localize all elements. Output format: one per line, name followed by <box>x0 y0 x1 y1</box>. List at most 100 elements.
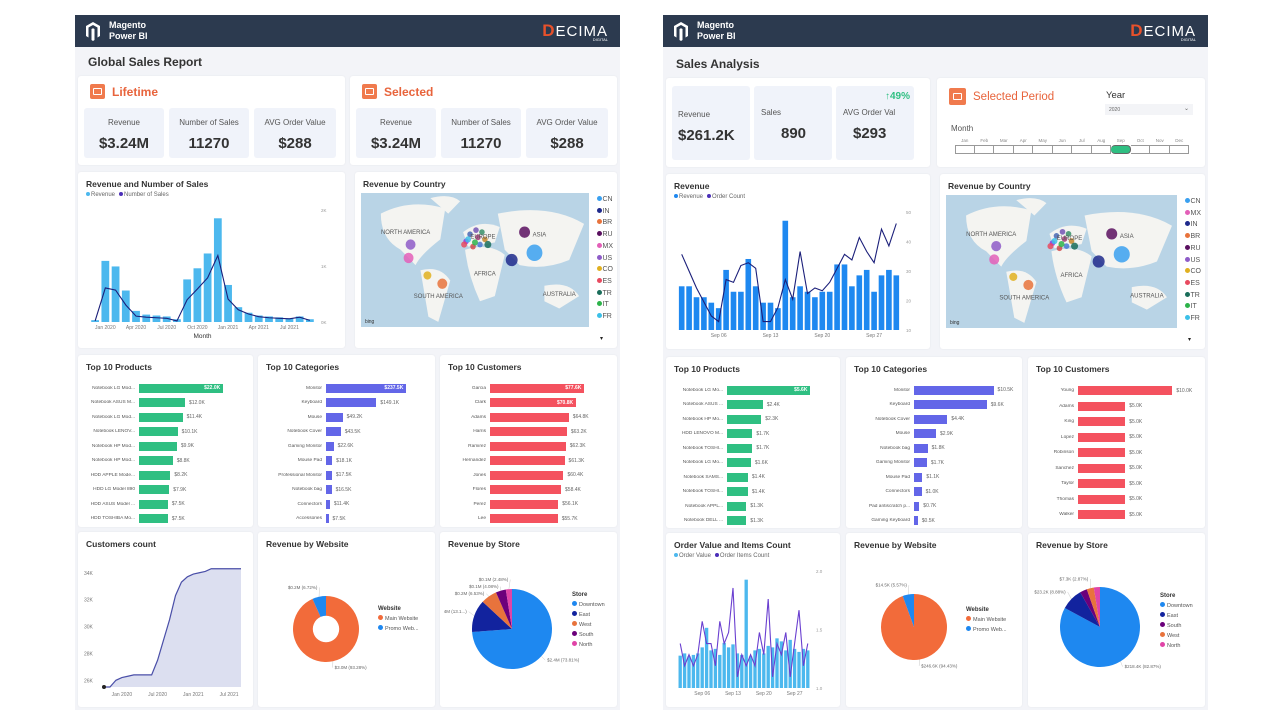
month-cell[interactable] <box>1033 145 1053 154</box>
bar-row[interactable]: Connectors $11.4K <box>264 497 429 512</box>
legend-item[interactable]: FR <box>1185 313 1202 325</box>
legend-item[interactable]: TR <box>1185 290 1202 302</box>
customers-count-card[interactable]: Customers count 34K 32K 30K 28K 26K Jan 2020 Ju… <box>78 532 253 707</box>
month-cell[interactable] <box>1091 145 1111 154</box>
bar[interactable] <box>326 398 377 408</box>
bar-row[interactable]: HDD LENOVO M... $1.7K <box>672 427 834 442</box>
month-dec[interactable]: Dec <box>1169 138 1189 154</box>
bar-row[interactable]: Mouse $49.2K <box>264 410 429 425</box>
legend-item[interactable]: North <box>572 640 605 650</box>
year-dropdown[interactable]: 2020 ⌄ <box>1105 104 1193 115</box>
bar-row[interactable]: Notebook LG Mod... $22.0K <box>84 381 247 396</box>
bar[interactable] <box>914 414 948 424</box>
bar[interactable] <box>139 470 171 480</box>
bar-row[interactable]: Garcia $77.6K <box>446 381 611 396</box>
legend-item[interactable]: US <box>597 253 614 265</box>
month-cell[interactable] <box>994 145 1014 154</box>
bar-row[interactable]: Notebook bag $16.5K <box>264 483 429 498</box>
bar-row[interactable]: Notebook DELL ... $1.3K <box>672 514 834 529</box>
revenue-by-country-map-card[interactable]: Revenue by Country NORTH AMERICA SOUTH AME… <box>940 174 1205 349</box>
bar-row[interactable]: Notebook Cover $4.4K <box>852 412 1016 427</box>
bar-row[interactable]: Adams $5.0K <box>1034 399 1199 415</box>
legend-item[interactable]: CN <box>1185 196 1202 208</box>
month-cell[interactable] <box>1111 145 1131 154</box>
legend-item[interactable]: Main Website <box>966 615 1007 625</box>
bar[interactable] <box>490 470 564 480</box>
bar[interactable] <box>139 456 173 466</box>
bar[interactable] <box>1078 494 1126 504</box>
bar-row[interactable]: Pad antiscratch p... $0.7K <box>852 499 1016 514</box>
bar[interactable] <box>727 501 747 511</box>
top-products-card[interactable]: Top 10 Products Notebook LG Mod... $22.0K N… <box>78 355 253 527</box>
bar-row[interactable]: Walker $5.0K <box>1034 507 1199 523</box>
bar[interactable] <box>326 514 329 524</box>
legend-item[interactable]: TR <box>597 288 614 300</box>
revenue-by-website-card[interactable]: Revenue by Website $246.6K (94.43%) $14.5K… <box>846 533 1022 707</box>
month-cell[interactable] <box>974 145 994 154</box>
bar[interactable] <box>139 427 178 437</box>
bar-row[interactable]: Monitor $237.5K <box>264 381 429 396</box>
bar-row[interactable]: Notebook bag $1.8K <box>852 441 1016 456</box>
month-cell[interactable] <box>1130 145 1150 154</box>
bar-row[interactable]: Lee $55.7K <box>446 512 611 527</box>
bar-row[interactable]: Keyboard $9.6K <box>852 398 1016 413</box>
bar[interactable] <box>326 427 341 437</box>
bar[interactable] <box>490 485 562 495</box>
month-jan[interactable]: Jan <box>955 138 975 154</box>
bar[interactable] <box>727 400 763 410</box>
bar[interactable] <box>1078 432 1126 442</box>
bar[interactable] <box>326 412 343 422</box>
legend-item[interactable]: Downtown <box>1160 601 1193 611</box>
bar[interactable] <box>490 441 566 451</box>
bar-row[interactable]: Gaming Monitor $22.6K <box>264 439 429 454</box>
bar[interactable] <box>490 412 569 422</box>
bar-row[interactable]: Notebook Cover $43.5K <box>264 425 429 440</box>
bar[interactable] <box>1078 417 1126 427</box>
bar[interactable] <box>914 472 923 482</box>
bar[interactable] <box>326 456 333 466</box>
legend-item[interactable]: RU <box>1185 243 1202 255</box>
top-customers-card[interactable]: Top 10 Customers Garcia $77.6K Clark $70.8K A… <box>440 355 617 527</box>
bar-row[interactable]: Notebook TOSHI... $1.7K <box>672 441 834 456</box>
bar[interactable] <box>727 487 748 497</box>
legend-item[interactable]: South <box>572 630 605 640</box>
bar-row[interactable]: Mouse Pad $1.1K <box>852 470 1016 485</box>
bar[interactable] <box>139 485 170 495</box>
bar-row[interactable]: Notebook LG Mo... $1.6K <box>672 456 834 471</box>
bar-row[interactable]: Clark $70.8K <box>446 396 611 411</box>
bar-row[interactable]: Gaming Keyboard $0.5K <box>852 514 1016 529</box>
bar-row[interactable]: Taylor $5.0K <box>1034 476 1199 492</box>
bar[interactable] <box>1078 401 1126 411</box>
bar-row[interactable]: Sanchez $5.0K <box>1034 461 1199 477</box>
bar[interactable] <box>727 429 753 439</box>
legend-item[interactable]: East <box>1160 611 1193 621</box>
bar-row[interactable]: Adams $64.8K <box>446 410 611 425</box>
bar-row[interactable]: Keyboard $149.1K <box>264 396 429 411</box>
bar[interactable] <box>139 499 168 509</box>
legend-item[interactable]: US <box>1185 255 1202 267</box>
month-cell[interactable] <box>1052 145 1072 154</box>
legend-item[interactable]: CO <box>597 264 614 276</box>
bar-row[interactable]: Robinson $5.0K <box>1034 445 1199 461</box>
bar-row[interactable]: Connectors $1.0K <box>852 485 1016 500</box>
bar-row[interactable]: HDD ASUS Model ... $7.5K <box>84 497 247 512</box>
bar-row[interactable]: Professional Monitor $17.5K <box>264 468 429 483</box>
bar[interactable] <box>914 443 928 453</box>
bar[interactable] <box>1078 448 1126 458</box>
bar[interactable] <box>914 385 994 395</box>
bar[interactable] <box>727 458 751 468</box>
legend-item[interactable]: East <box>572 610 605 620</box>
bar-row[interactable]: Notebook TOSHI... $1.4K <box>672 485 834 500</box>
legend-item[interactable]: Downtown <box>572 600 605 610</box>
legend-item[interactable]: Promo Web... <box>378 624 419 634</box>
month-cell[interactable] <box>955 145 975 154</box>
month-cell[interactable] <box>1013 145 1033 154</box>
legend-item[interactable]: IT <box>597 299 614 311</box>
bar-row[interactable]: HDD APPLE Mode... $8.2K <box>84 468 247 483</box>
bar[interactable]: $70.8K <box>490 398 577 408</box>
legend-item[interactable]: West <box>1160 631 1193 641</box>
legend-item[interactable]: ES <box>597 276 614 288</box>
legend-item[interactable]: IT <box>1185 301 1202 313</box>
bar-row[interactable]: Monitor $10.5K <box>852 383 1016 398</box>
month-slicer[interactable]: Jan Feb Mar Apr May Jun Jul Aug Sep Oct Nov Dec <box>955 138 1189 154</box>
